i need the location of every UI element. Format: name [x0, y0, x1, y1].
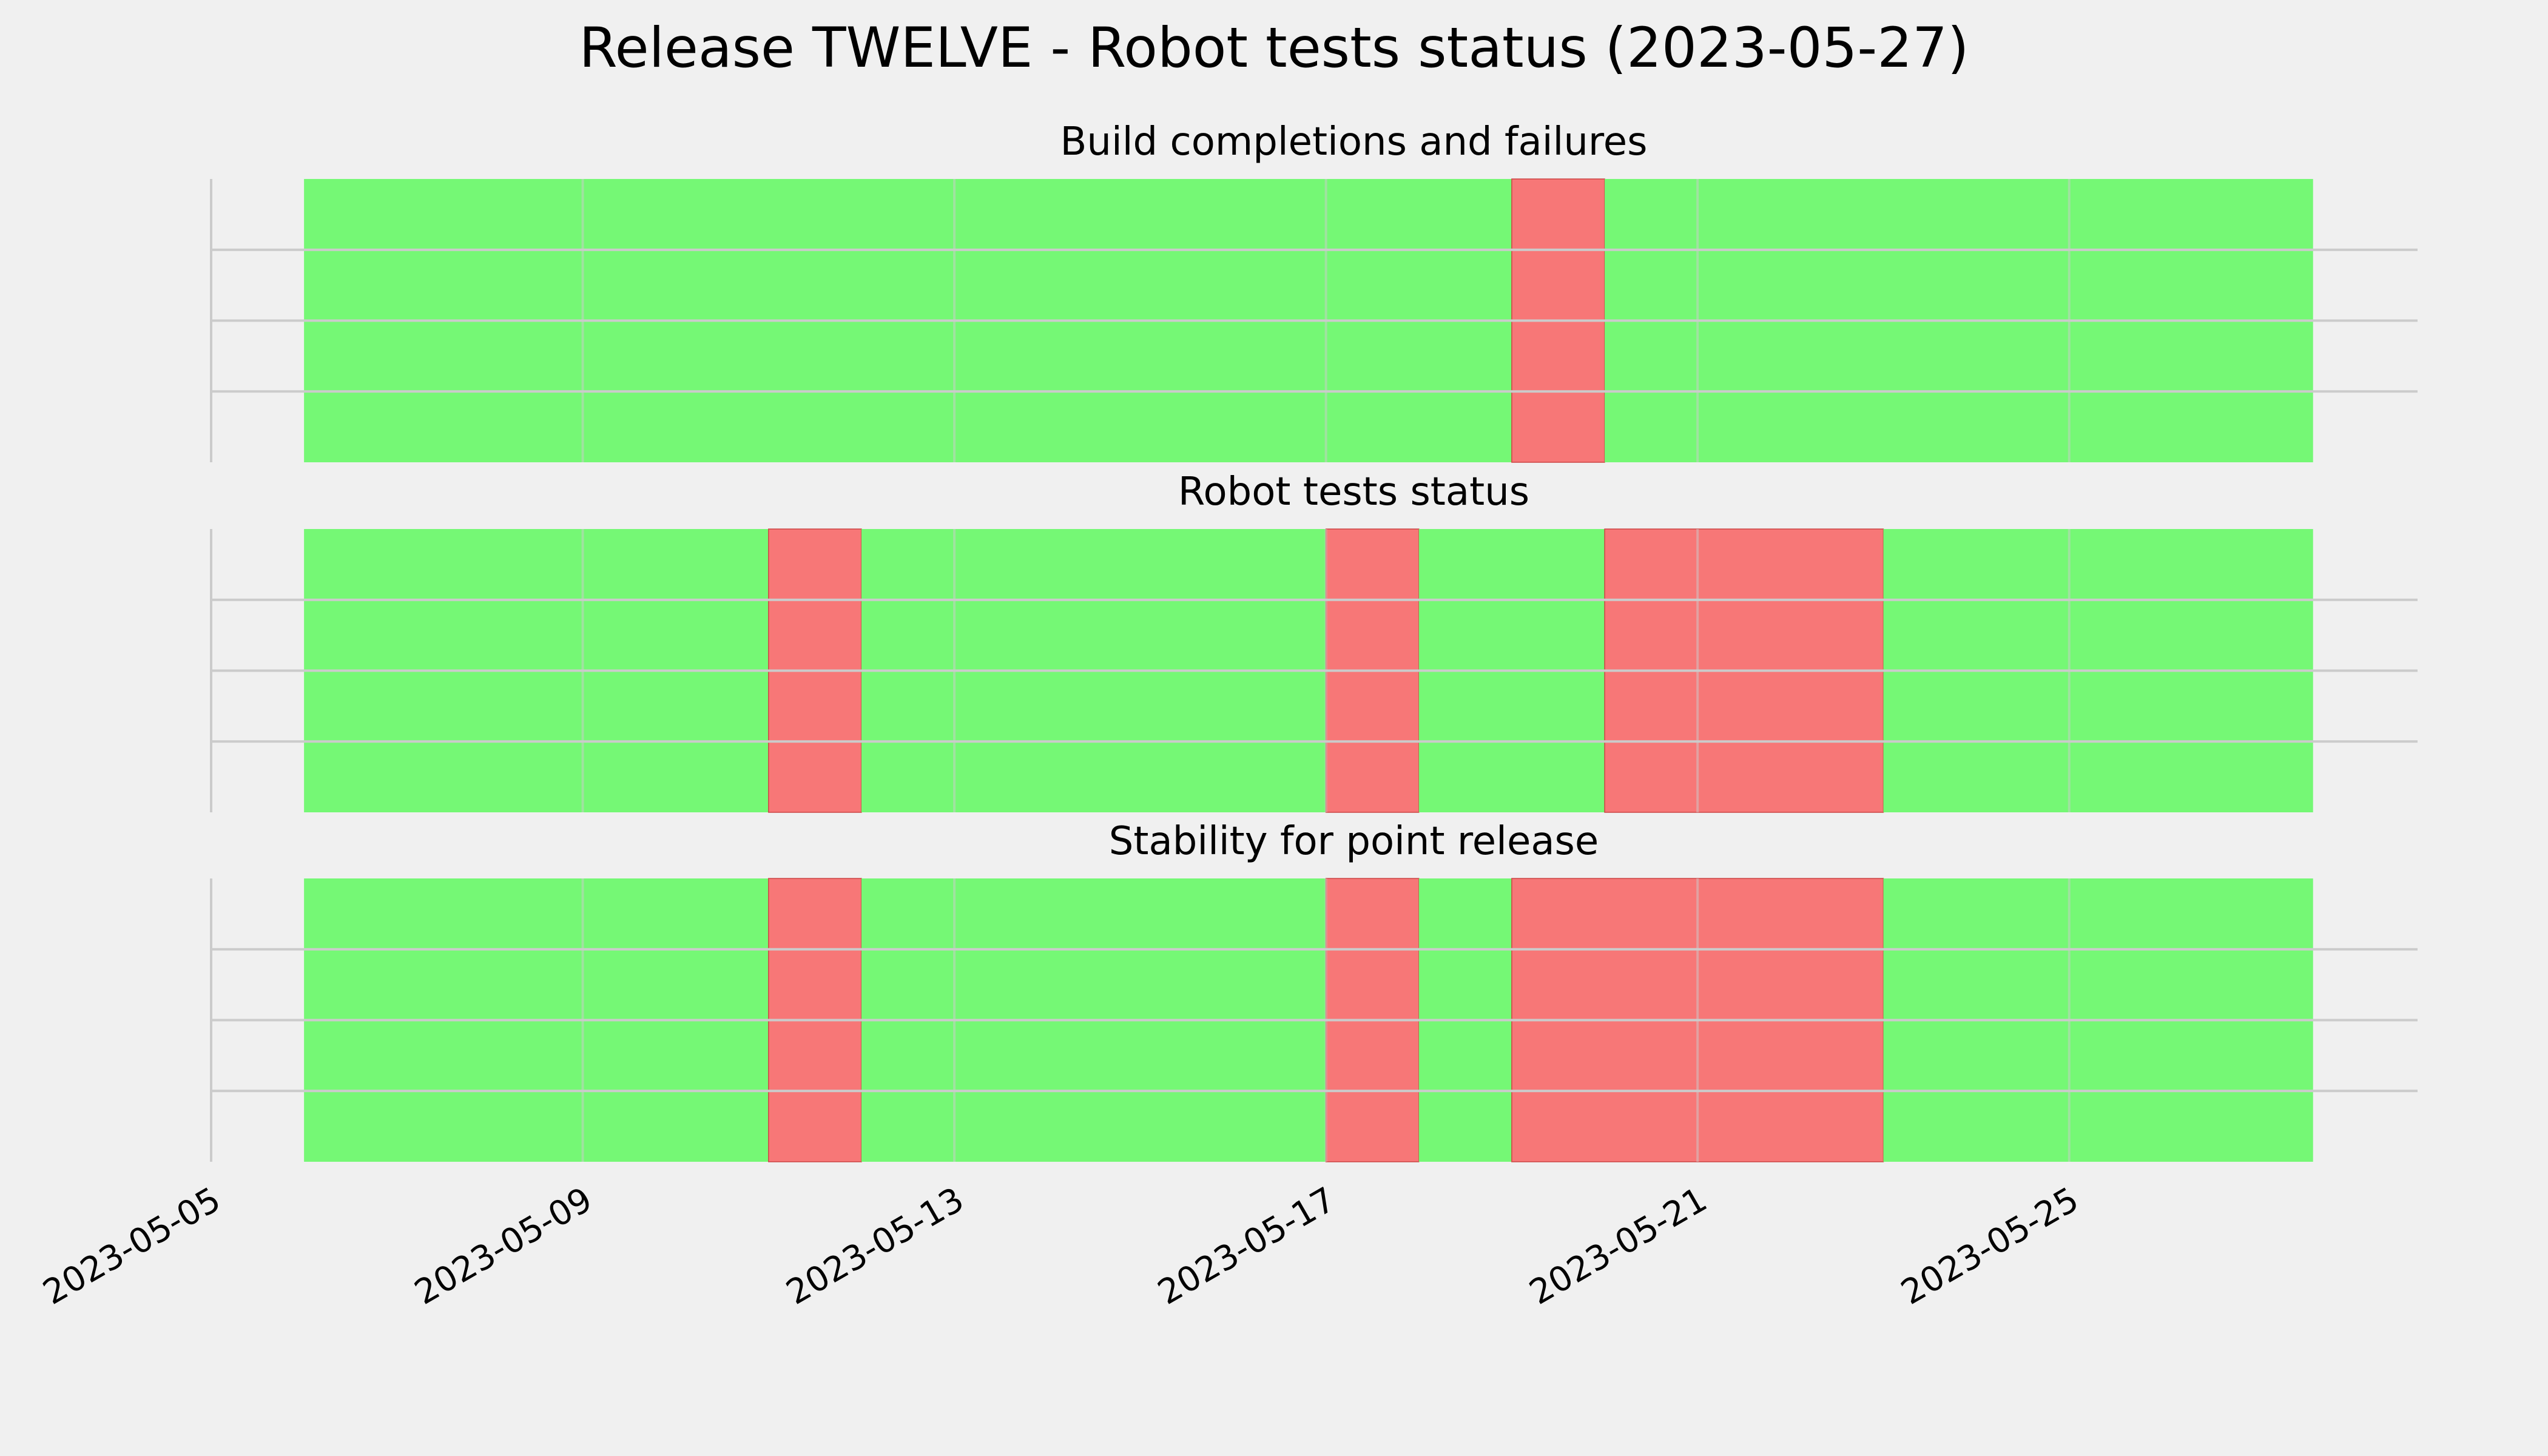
panel-1: Build completions and failures — [210, 120, 2418, 463]
panel-title: Stability for point release — [1109, 819, 1599, 864]
panel-3: Stability for point release — [210, 819, 2418, 1162]
panels-group: Build completions and failures Robot test… — [210, 120, 2418, 1162]
panel-title: Robot tests status — [1178, 470, 1529, 514]
panel-2: Robot tests status — [210, 470, 2418, 813]
chart-title: Release TWELVE - Robot tests status (202… — [579, 16, 1969, 80]
panel-title: Build completions and failures — [1060, 120, 1648, 164]
